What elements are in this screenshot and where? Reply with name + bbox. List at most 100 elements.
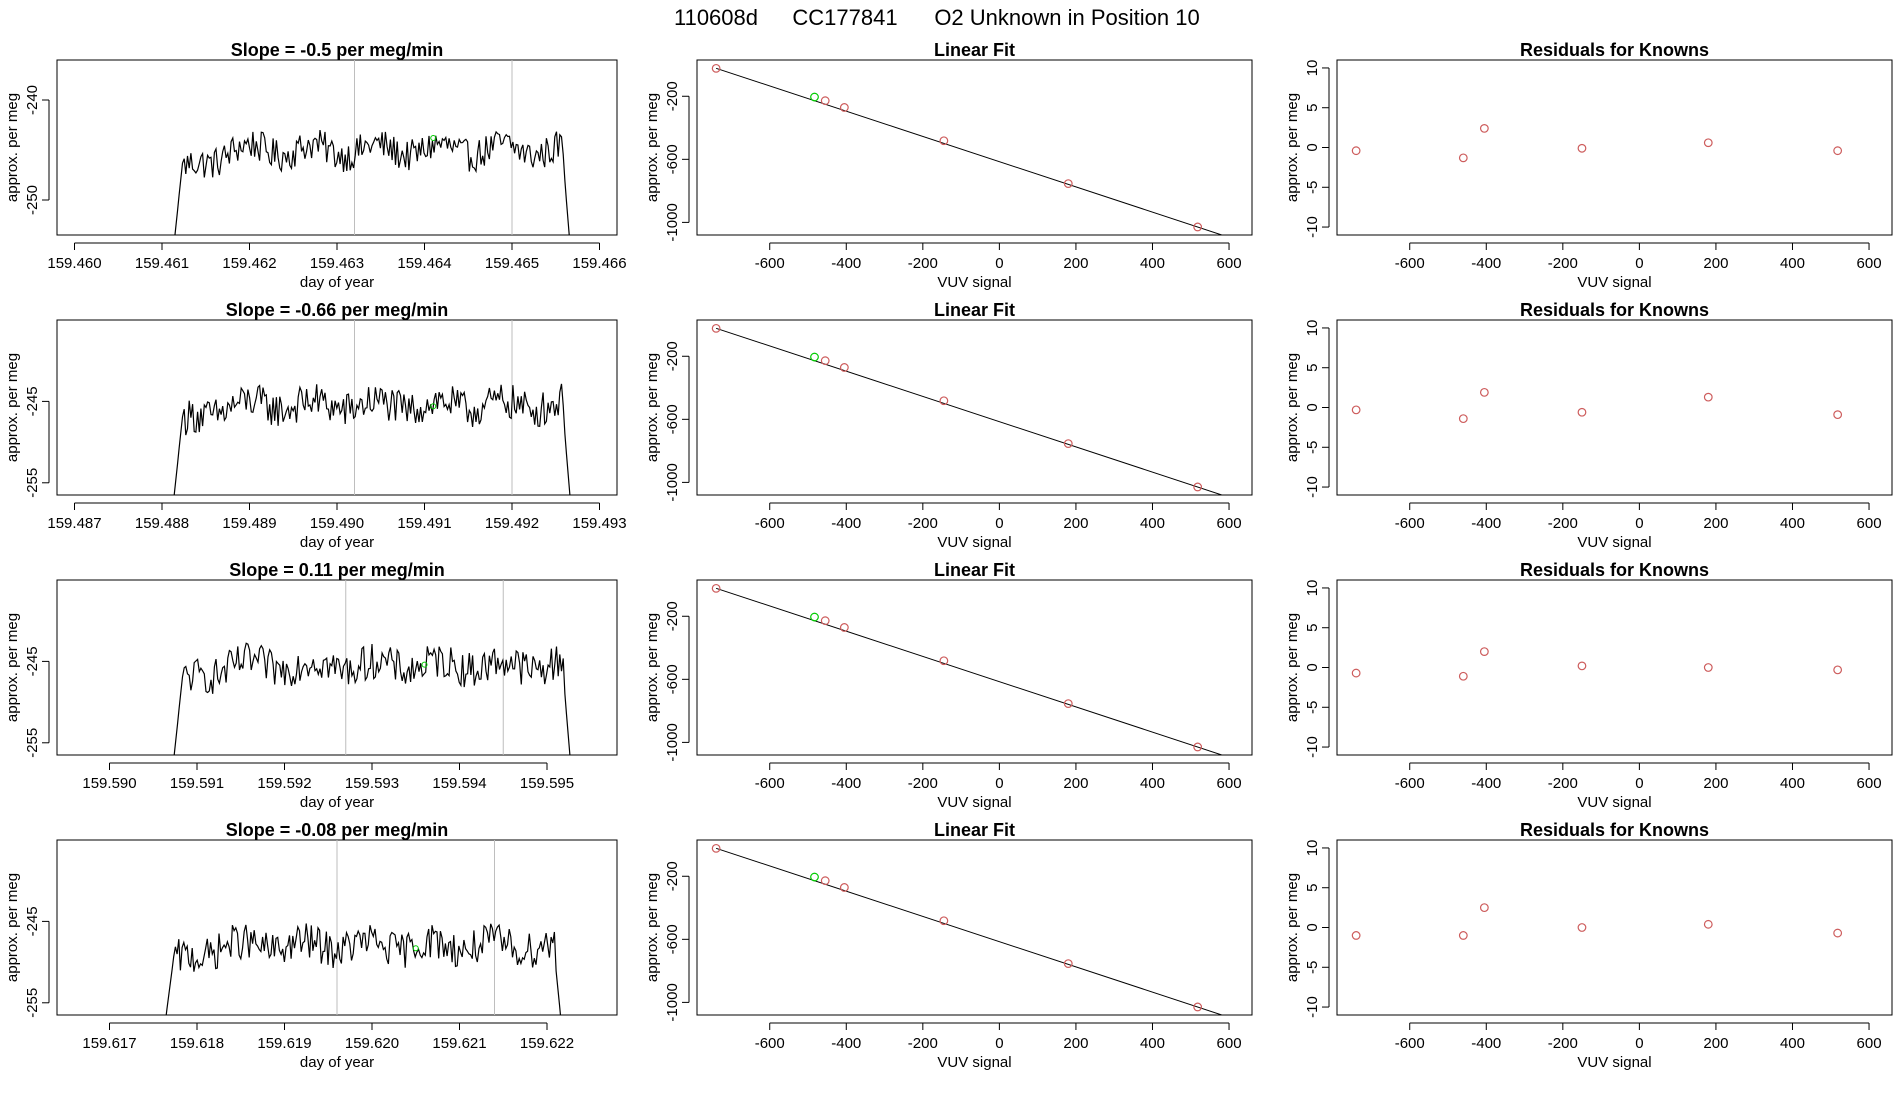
- known-point: [1479, 124, 1489, 133]
- series-line: [173, 642, 571, 755]
- x-axis-label: day of year: [300, 274, 374, 291]
- y-axis-label: approx. per meg: [4, 873, 21, 982]
- known-point: [1833, 928, 1843, 938]
- x-tick-label: -200: [908, 255, 938, 272]
- panel-r2-c2: Residuals for Knowns -600 -400 -200 0 200 400 6…: [1284, 560, 1893, 811]
- y-axis-label: approx. per meg: [644, 93, 661, 202]
- unknown-point: [810, 92, 819, 102]
- panel-r2-c0: Slope = 0.11 per meg/min 159.590 159.591 15…: [4, 560, 618, 811]
- x-tick-label: -400: [831, 255, 861, 272]
- plot-area: [1351, 124, 1843, 163]
- x-tick-label: -600: [755, 255, 785, 272]
- plot-area: [711, 583, 1224, 755]
- panel-title: Slope = -0.5 per meg/min: [231, 40, 444, 60]
- y-tick-label: 5: [1304, 104, 1321, 112]
- known-point: [1063, 439, 1073, 449]
- x-tick-label: 0: [1635, 515, 1643, 532]
- known-point: [1193, 222, 1203, 232]
- x-tick-label: 400: [1780, 515, 1805, 532]
- plot-frame: [696, 319, 1253, 496]
- known-point: [1063, 699, 1073, 709]
- panel-title: Linear Fit: [934, 300, 1015, 320]
- x-tick-label: 159.620: [345, 1035, 399, 1052]
- known-point: [839, 363, 849, 372]
- x-tick-label: 400: [1780, 775, 1805, 792]
- known-point: [839, 883, 849, 892]
- y-tick-label: 5: [1304, 884, 1321, 892]
- y-tick-label: -10: [1304, 216, 1321, 238]
- panel-title: Slope = -0.08 per meg/min: [226, 820, 449, 840]
- y-tick-label: -255: [24, 988, 41, 1018]
- x-tick-label: 159.621: [432, 1035, 486, 1052]
- x-axis-label: VUV signal: [1577, 274, 1651, 291]
- x-tick-label: 200: [1063, 1035, 1088, 1052]
- plot-frame: [696, 59, 1253, 236]
- y-axis-label: approx. per meg: [4, 353, 21, 462]
- y-tick-label: -245: [24, 386, 41, 416]
- y-tick-label: 0: [1304, 143, 1321, 151]
- y-tick-label: -10: [1304, 996, 1321, 1018]
- panel-title: Linear Fit: [934, 40, 1015, 60]
- y-tick-label: -10: [1304, 476, 1321, 498]
- plot-area: [711, 843, 1224, 1015]
- known-point: [1193, 742, 1203, 752]
- plot-area: [1351, 647, 1843, 681]
- plot-frame: [1336, 579, 1893, 756]
- x-tick-label: -200: [1548, 515, 1578, 532]
- panel-r0-c0: Slope = -0.5 per meg/min 159.460 159.461 15…: [4, 40, 627, 291]
- y-tick-label: 5: [1304, 364, 1321, 372]
- x-axis-label: VUV signal: [1577, 1054, 1651, 1071]
- y-axis-label: approx. per meg: [644, 873, 661, 982]
- known-point: [1458, 671, 1468, 681]
- plot-area: [173, 580, 571, 755]
- x-axis-label: day of year: [300, 1054, 374, 1071]
- y-axis-label: approx. per meg: [4, 613, 21, 722]
- x-tick-label: 600: [1857, 515, 1882, 532]
- x-axis-label: VUV signal: [937, 1054, 1011, 1071]
- x-tick-label: 159.490: [310, 515, 364, 532]
- y-tick-label: -5: [1304, 701, 1321, 714]
- x-tick-label: -600: [755, 515, 785, 532]
- x-tick-label: 400: [1780, 255, 1805, 272]
- fit-line: [715, 587, 1224, 755]
- x-tick-label: 0: [995, 775, 1003, 792]
- known-point: [1063, 179, 1073, 189]
- x-tick-label: 0: [995, 255, 1003, 272]
- x-tick-label: 159.591: [170, 775, 224, 792]
- figure-title-date: 110608d: [674, 5, 758, 30]
- x-tick-label: 159.590: [82, 775, 136, 792]
- x-tick-label: -400: [831, 775, 861, 792]
- plot-area: [711, 63, 1224, 235]
- y-tick-label: 0: [1304, 663, 1321, 671]
- unknown-point: [430, 403, 437, 410]
- y-tick-label: -5: [1304, 441, 1321, 454]
- x-tick-label: 200: [1703, 515, 1728, 532]
- x-tick-label: -400: [831, 1035, 861, 1052]
- x-tick-label: 159.466: [572, 255, 626, 272]
- y-tick-label: -5: [1304, 181, 1321, 194]
- known-point: [1479, 903, 1489, 913]
- x-tick-label: 400: [1780, 1035, 1805, 1052]
- plot-area: [711, 323, 1224, 495]
- known-point: [839, 623, 849, 632]
- x-tick-label: -200: [1548, 775, 1578, 792]
- panel-r0-c2: Residuals for Knowns -600 -400 -200 0 200 400 6…: [1284, 40, 1893, 291]
- x-tick-label: 159.594: [432, 775, 486, 792]
- y-tick-label: -10: [1304, 736, 1321, 758]
- known-point: [820, 356, 830, 366]
- y-tick-label: -1000: [664, 203, 681, 241]
- known-point: [1703, 919, 1713, 929]
- y-axis-label: approx. per meg: [1284, 353, 1301, 462]
- known-point: [1479, 387, 1489, 397]
- y-tick-label: -200: [664, 861, 681, 891]
- unknown-point: [430, 135, 437, 141]
- plot-area: [1351, 387, 1843, 424]
- unknown-point: [810, 872, 819, 882]
- figure-title-cylinder: CC177841: [792, 5, 897, 30]
- panel-r3-c2: Residuals for Knowns -600 -400 -200 0 200 400 6…: [1284, 820, 1893, 1071]
- x-tick-label: -600: [755, 775, 785, 792]
- panel-title: Residuals for Knowns: [1520, 300, 1709, 320]
- known-point: [1193, 1002, 1203, 1012]
- x-tick-label: -200: [908, 1035, 938, 1052]
- panels: Slope = -0.5 per meg/min 159.460 159.461 15…: [4, 40, 1893, 1071]
